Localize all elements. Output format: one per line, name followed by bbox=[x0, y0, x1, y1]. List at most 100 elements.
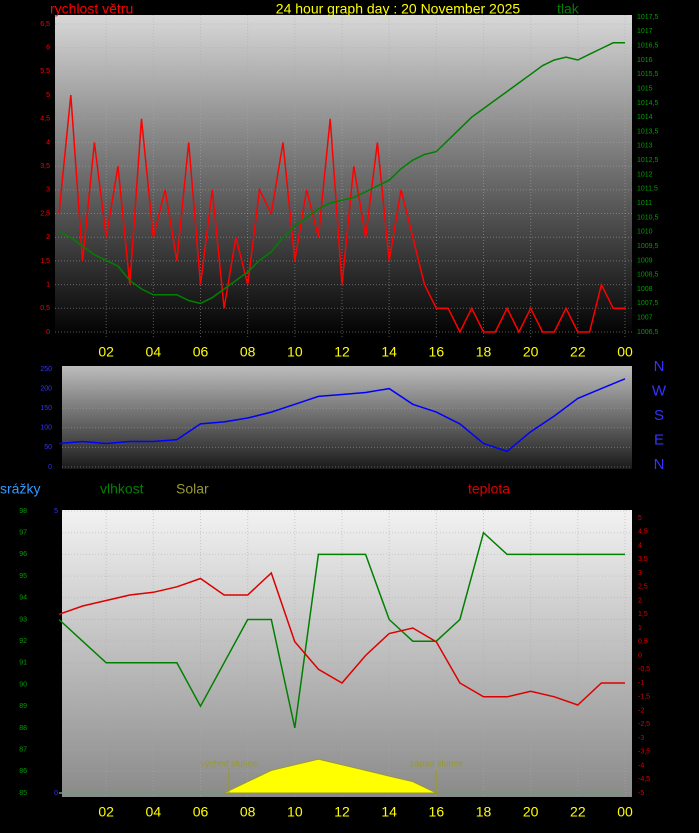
y2-tick-label: 1006,5 bbox=[637, 329, 659, 336]
y-tick-label: 86 bbox=[19, 768, 27, 775]
y2-tick-label: 1,5 bbox=[638, 611, 648, 618]
y3-tick-label: 0 bbox=[54, 790, 58, 797]
x-tick-label: 12 bbox=[334, 804, 350, 820]
y2-tick-label: 1007 bbox=[637, 315, 653, 322]
y2-tick-label: 2 bbox=[638, 597, 642, 604]
y-tick-label: 5 bbox=[46, 92, 50, 99]
x-tick-label: 04 bbox=[146, 344, 162, 360]
y2-tick-label: 1012,5 bbox=[637, 157, 659, 164]
series-line bbox=[58, 95, 625, 334]
x-tick-label: 20 bbox=[523, 344, 539, 360]
x-tick-label: 00 bbox=[617, 804, 633, 820]
x-tick-label: 06 bbox=[193, 804, 209, 820]
y-tick-label: 6,5 bbox=[40, 21, 50, 28]
y2-tick-label: 0,5 bbox=[638, 639, 648, 646]
y-tick-label: 1 bbox=[46, 281, 50, 288]
y2-tick-label: -4 bbox=[638, 762, 644, 769]
y2-tick-label: -2 bbox=[638, 707, 644, 714]
y2-tick-label: -3,5 bbox=[638, 749, 650, 756]
y-tick-label: 150 bbox=[40, 405, 52, 412]
y-tick-label: 4 bbox=[46, 139, 50, 146]
y-tick-label: 50 bbox=[44, 444, 52, 451]
series-line bbox=[58, 42, 625, 305]
direction-label: N bbox=[654, 358, 665, 375]
direction-label: W bbox=[652, 382, 667, 399]
y-tick-label: 3 bbox=[46, 187, 50, 194]
direction-label: S bbox=[654, 407, 664, 424]
y2-tick-label: 0 bbox=[638, 652, 642, 659]
x-tick-label: 02 bbox=[98, 804, 114, 820]
legend-label: srážky bbox=[0, 481, 40, 497]
x-tick-label: 00 bbox=[617, 344, 633, 360]
y-tick-label: 4,5 bbox=[40, 116, 50, 123]
y-tick-label: 94 bbox=[19, 595, 27, 602]
y-tick-label: 89 bbox=[19, 703, 27, 710]
y-tick-label: 97 bbox=[19, 530, 27, 537]
y2-tick-label: -0,5 bbox=[638, 666, 650, 673]
y2-tick-label: 1017 bbox=[637, 28, 653, 35]
y3-tick-label: 5 bbox=[54, 508, 58, 515]
y2-tick-label: 1012 bbox=[637, 171, 653, 178]
y2-tick-label: -4,5 bbox=[638, 776, 650, 783]
y-tick-label: 250 bbox=[40, 366, 52, 373]
y-tick-label: 90 bbox=[19, 681, 27, 688]
annotation-label: východ slunce bbox=[200, 758, 257, 768]
x-tick-label: 18 bbox=[476, 344, 492, 360]
y2-tick-label: 1015,5 bbox=[637, 71, 659, 78]
direction-label: N bbox=[654, 456, 665, 473]
y2-tick-label: 3 bbox=[638, 570, 642, 577]
y2-tick-label: -1 bbox=[638, 680, 644, 687]
y2-tick-label: -1,5 bbox=[638, 694, 650, 701]
y2-tick-label: 5 bbox=[638, 515, 642, 522]
y2-tick-label: 1009 bbox=[637, 257, 653, 264]
y-tick-label: 0 bbox=[46, 329, 50, 336]
x-tick-label: 14 bbox=[381, 344, 397, 360]
y-tick-label: 2 bbox=[46, 234, 50, 241]
y-tick-label: 0 bbox=[48, 464, 52, 471]
y-tick-label: 2,5 bbox=[40, 210, 50, 217]
x-tick-label: 06 bbox=[193, 344, 209, 360]
legend-label: vlhkost bbox=[100, 481, 144, 497]
y-tick-label: 200 bbox=[40, 385, 52, 392]
y-tick-label: 100 bbox=[40, 425, 52, 432]
x-tick-label: 22 bbox=[570, 804, 586, 820]
y2-tick-label: 3,5 bbox=[638, 556, 648, 563]
x-tick-label: 08 bbox=[240, 804, 256, 820]
chart-title: 24 hour graph day : 20 November 2025 bbox=[276, 1, 521, 17]
x-tick-label: 08 bbox=[240, 344, 256, 360]
y2-tick-label: 1008,5 bbox=[637, 272, 659, 279]
x-tick-label: 16 bbox=[429, 344, 445, 360]
legend-label: tlak bbox=[557, 1, 580, 17]
y2-tick-label: 4 bbox=[638, 542, 642, 549]
x-tick-label: 20 bbox=[523, 804, 539, 820]
y-tick-label: 0,5 bbox=[40, 305, 50, 312]
y2-tick-label: 1014 bbox=[637, 114, 653, 121]
x-tick-label: 22 bbox=[570, 344, 586, 360]
y2-tick-label: 2,5 bbox=[638, 584, 648, 591]
x-tick-label: 18 bbox=[476, 804, 492, 820]
y-tick-label: 88 bbox=[19, 725, 27, 732]
plot-background bbox=[62, 510, 632, 797]
x-tick-label: 10 bbox=[287, 804, 303, 820]
y-tick-label: 95 bbox=[19, 573, 27, 580]
x-tick-label: 04 bbox=[146, 804, 162, 820]
y-tick-label: 5,5 bbox=[40, 68, 50, 75]
y-tick-label: 93 bbox=[19, 616, 27, 623]
legend-label: rychlost větru bbox=[50, 1, 133, 17]
y2-tick-label: 1014,5 bbox=[637, 100, 659, 107]
plot-background bbox=[62, 366, 632, 469]
y2-tick-label: 1010,5 bbox=[637, 214, 659, 221]
y-tick-label: 87 bbox=[19, 746, 27, 753]
y2-tick-label: -2,5 bbox=[638, 721, 650, 728]
y2-tick-label: -3 bbox=[638, 735, 644, 742]
y2-tick-label: 1011,5 bbox=[637, 186, 658, 193]
x-tick-label: 10 bbox=[287, 344, 303, 360]
y2-tick-label: 1 bbox=[638, 625, 642, 632]
y2-tick-label: 1016,5 bbox=[637, 42, 659, 49]
y2-tick-label: 1009,5 bbox=[637, 243, 659, 250]
y2-tick-label: 1015 bbox=[637, 85, 653, 92]
series-line bbox=[58, 531, 625, 729]
y2-tick-label: 1011 bbox=[637, 200, 652, 207]
